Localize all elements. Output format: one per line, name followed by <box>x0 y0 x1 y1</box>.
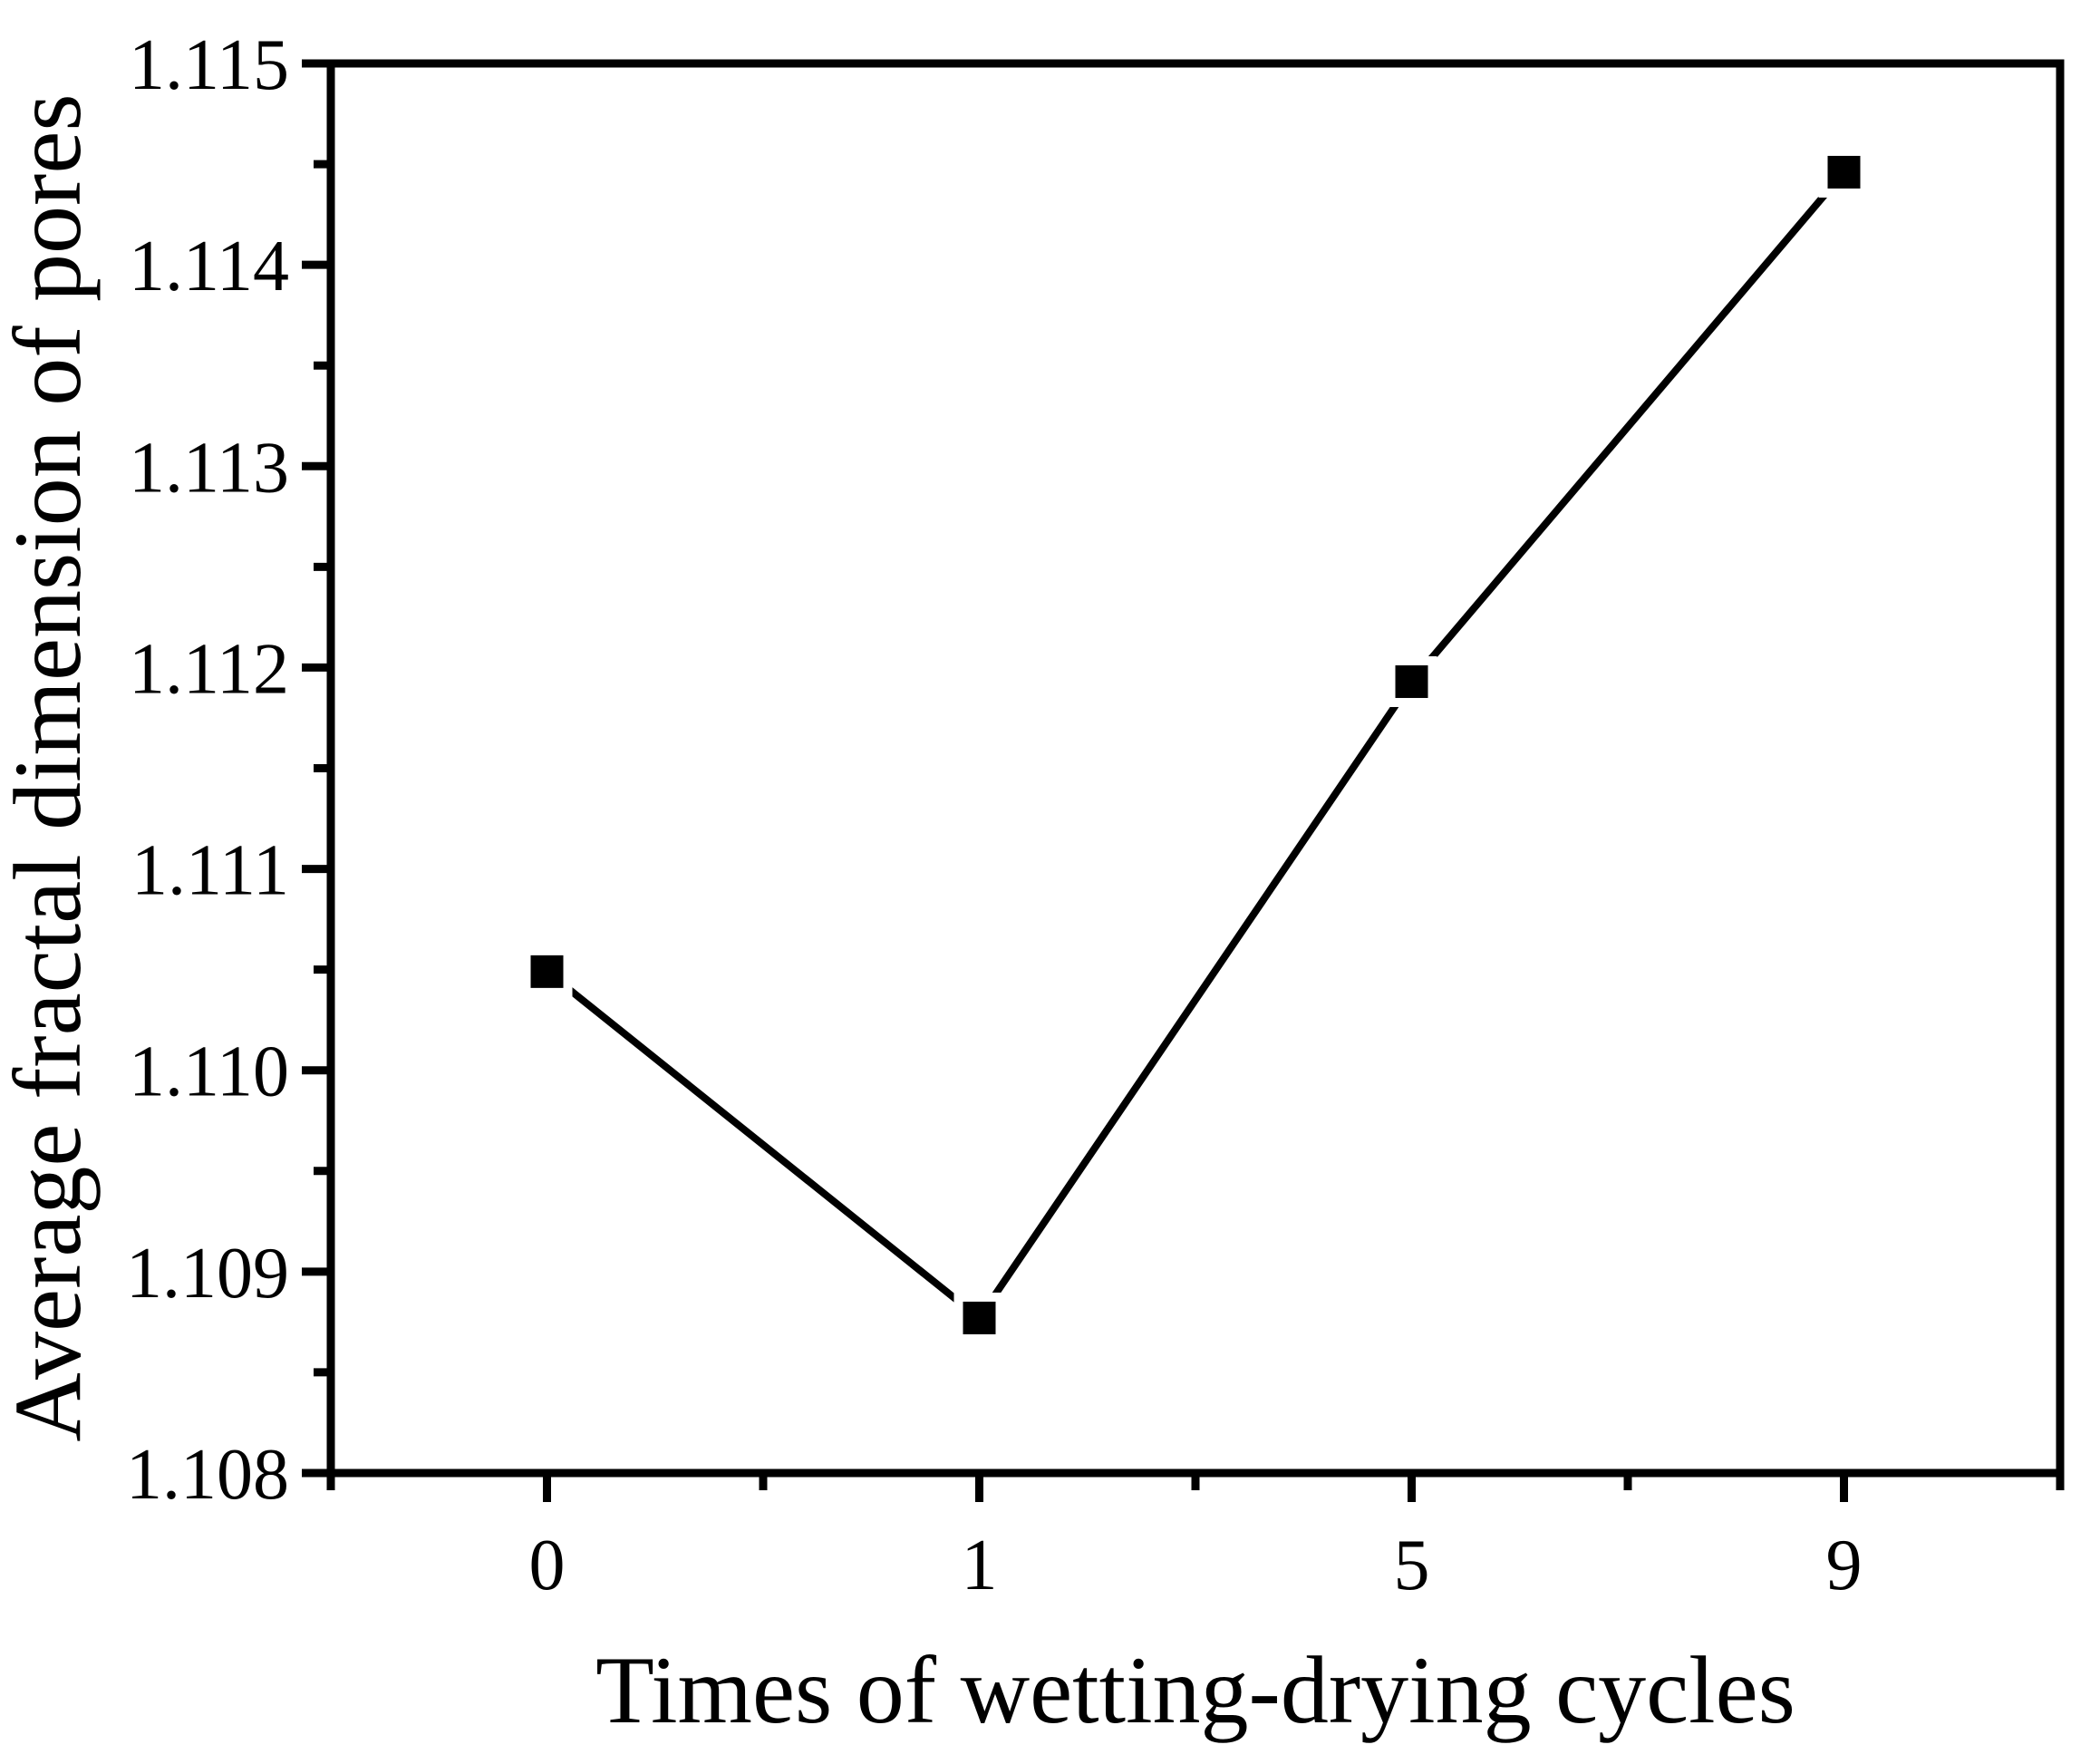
x-tick-label: 9 <box>1826 1526 1863 1605</box>
y-tick-label: 1.113 <box>129 428 289 508</box>
data-point-marker <box>1818 146 1870 198</box>
x-tick-label: 1 <box>962 1526 998 1605</box>
data-point-marker <box>1386 655 1437 707</box>
data-series <box>521 146 1870 1343</box>
y-tick-label: 1.109 <box>126 1234 289 1313</box>
data-point-marker <box>953 1292 1005 1343</box>
x-tick-label: 5 <box>1394 1526 1430 1605</box>
y-tick-label: 1.112 <box>129 629 289 709</box>
y-axis-title: Average fractal dimension of pores <box>0 93 101 1441</box>
y-tick-label: 1.114 <box>129 227 289 306</box>
data-point-marker <box>521 945 573 997</box>
x-axis-title: Times of wetting-drying cycles <box>595 1637 1795 1743</box>
y-tick-label: 1.108 <box>126 1435 289 1515</box>
tick-labels: 1.108 1.109 1.110 1.111 1.112 1.113 1.114 1.115… <box>126 25 1863 1605</box>
axis-ticks <box>302 59 2065 1502</box>
y-tick-label: 1.110 <box>129 1032 289 1112</box>
plot-frame <box>326 59 2065 1478</box>
data-line <box>544 170 1847 1323</box>
x-tick-label: 0 <box>529 1526 566 1605</box>
y-tick-label: 1.115 <box>129 25 289 105</box>
plot-frame-border <box>326 59 2065 1478</box>
y-tick-label: 1.111 <box>131 831 289 911</box>
